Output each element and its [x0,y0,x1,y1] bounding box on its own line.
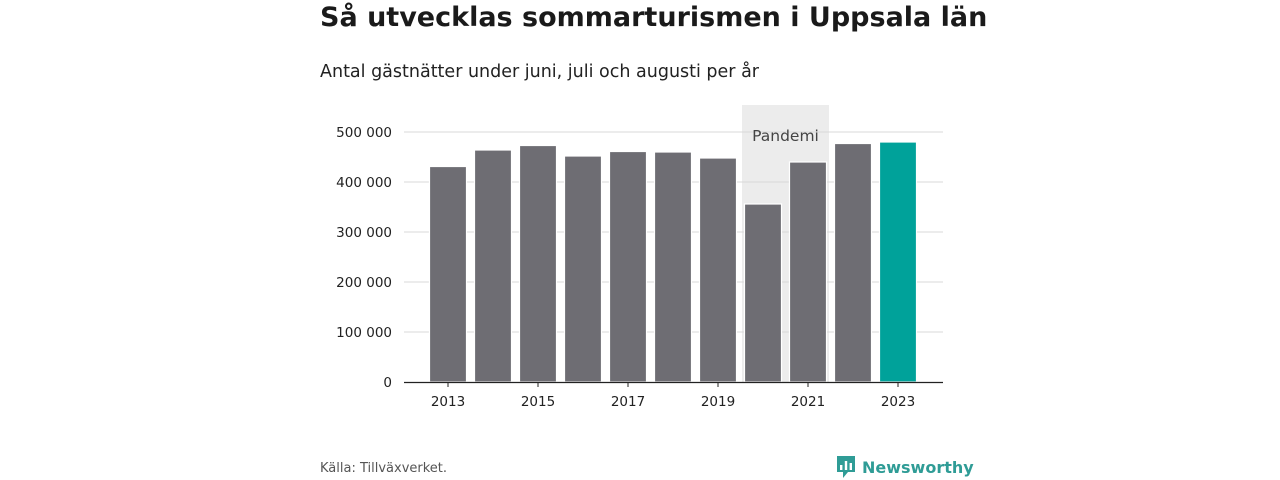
x-tick-label: 2015 [521,394,555,410]
x-tick-label: 2017 [611,394,645,410]
x-tick-label: 2019 [701,394,735,410]
source-note: Källa: Tillväxverket. [320,461,448,476]
bar-2020 [743,203,783,383]
pandemic-label: Pandemi [752,127,819,145]
y-tick-label: 500 000 [336,125,392,141]
bar-2018 [653,151,693,383]
newsworthy-logo-icon [837,456,855,478]
y-tick-label: 100 000 [336,325,392,341]
brand-name: Newsworthy [862,457,974,477]
bar-2016 [563,155,603,383]
x-tick-label: 2013 [431,394,465,410]
y-tick-label: 300 000 [336,225,392,241]
y-tick-label: 0 [383,375,392,391]
bar-chart: 0 100 000 200 000 300 000 400 000 500 000 Pand… [336,105,943,410]
bar-2017 [608,150,648,383]
bar-2013 [428,165,468,383]
bar-2015 [518,144,558,383]
y-tick-label: 200 000 [336,275,392,291]
brand-logo: Newsworthy [835,455,974,479]
bar-2014 [473,149,513,383]
bar-2022 [833,142,873,383]
bar-2019 [698,157,738,383]
bar-2021 [788,161,828,383]
chart-subtitle: Antal gästnätter under juni, juli och au… [320,62,759,82]
bar-2023 [878,141,918,383]
x-tick-label: 2023 [881,394,915,410]
y-tick-label: 400 000 [336,175,392,191]
x-tick-label: 2021 [791,394,825,410]
chart-title: Så utvecklas sommarturismen i Uppsala lä… [320,2,988,33]
